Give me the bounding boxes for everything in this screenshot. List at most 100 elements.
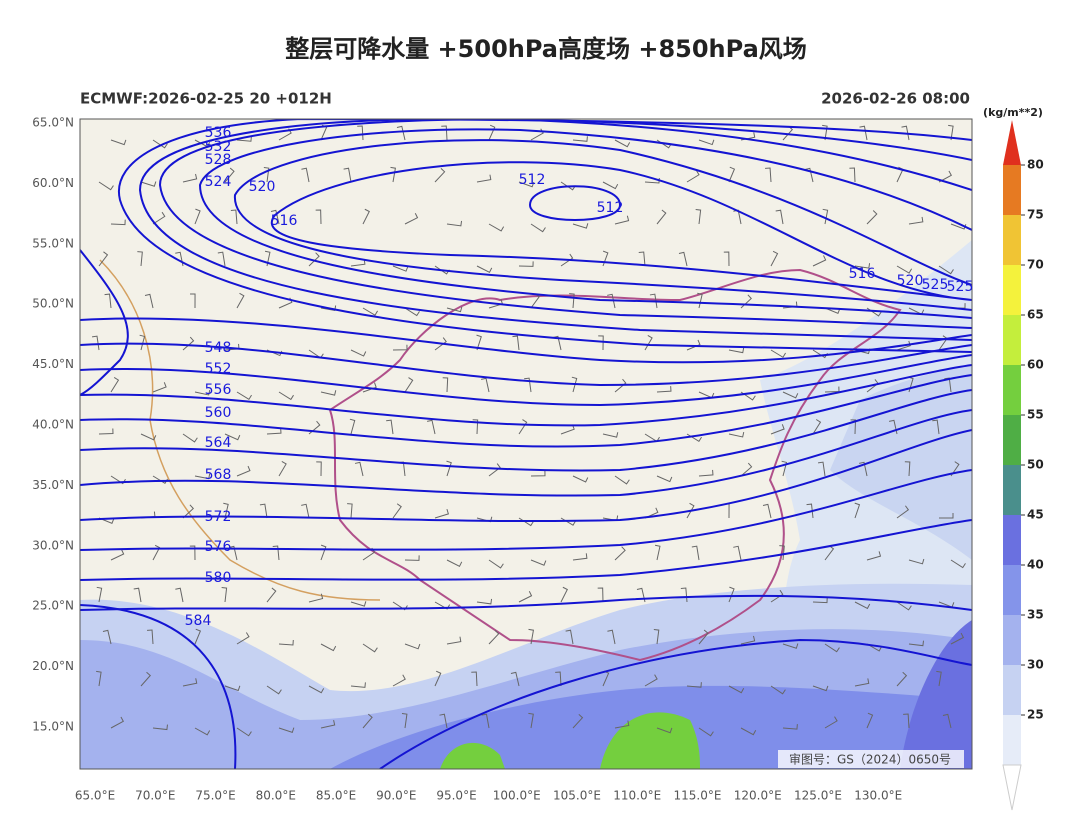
wind-barb: [740, 727, 757, 736]
wind-barb: [607, 293, 616, 309]
wind-barb: [571, 376, 578, 393]
wind-barb: [938, 170, 952, 183]
title: 整层可降水量 +500hPa高度场 +850hPa风场: [285, 35, 807, 63]
map-area: 审图号：GS（2024）0650号: [80, 119, 972, 769]
contour-label: 516: [849, 266, 876, 282]
wind-barb: [476, 334, 482, 351]
wind-barb: [866, 551, 882, 561]
contour-label: 552: [205, 361, 232, 377]
wind-barb: [824, 716, 838, 729]
wind-barb: [96, 670, 102, 687]
wind-barb: [824, 643, 840, 653]
colorbar-tick-label: 75: [1027, 208, 1044, 222]
colorbar-segment: [1003, 515, 1021, 565]
wind-barb: [446, 636, 462, 645]
wind-barb: [740, 635, 756, 645]
wind-barb: [572, 713, 584, 729]
wind-barb: [434, 670, 442, 687]
wind-barb: [392, 344, 408, 351]
wind-barb: [597, 587, 604, 603]
wind-barb: [854, 678, 870, 687]
wind-barb: [362, 307, 379, 316]
wind-barb: [362, 643, 378, 653]
wind-barb: [854, 502, 861, 519]
wind-barb: [221, 587, 228, 603]
wind-barb: [98, 251, 109, 267]
contour-line: [198, 128, 972, 319]
wind-barb: [320, 643, 337, 652]
lat-label: 45.0°N: [32, 357, 74, 371]
contour-label: 512: [597, 200, 624, 216]
colorbar-segment: [1003, 665, 1021, 715]
wind-barb: [110, 475, 126, 485]
wind-barb: [481, 377, 490, 393]
wind-barb: [194, 727, 211, 736]
wind-barb: [728, 166, 736, 183]
wind-barb: [152, 382, 167, 393]
contour-line: [80, 374, 972, 448]
wind-barb: [822, 124, 828, 141]
contour-line: [80, 317, 972, 364]
wind-barb: [944, 377, 952, 393]
wind-barb: [236, 465, 251, 477]
lon-label: 105.0°E: [553, 789, 601, 803]
wind-barb: [137, 251, 143, 267]
wind-barb: [512, 335, 520, 351]
wind-barb: [481, 713, 490, 729]
wind-barb: [644, 674, 658, 687]
wind-barb: [817, 461, 826, 477]
run-label: ECMWF:2026-02-25 20 +012H: [80, 90, 332, 108]
wind-barb: [427, 419, 436, 435]
wind-barb: [901, 125, 910, 141]
wind-barb: [728, 347, 745, 354]
wind-barb: [189, 545, 196, 561]
wind-barb: [488, 559, 504, 569]
contour-label: 525: [922, 277, 949, 293]
lon-label: 90.0°E: [376, 789, 416, 803]
wind-barb: [182, 173, 198, 183]
colorbar-segment: [1003, 165, 1021, 215]
wind-barb: [194, 473, 211, 480]
wind-barb: [908, 558, 925, 565]
wind-barb: [476, 265, 493, 273]
contour-label: 524: [205, 174, 232, 190]
wind-barb: [948, 124, 954, 141]
wind-barb: [404, 555, 420, 561]
colorbar: 25 30 35 40 45 50 55 60 65 70 75 80: [1002, 120, 1044, 811]
wind-barb: [392, 674, 406, 687]
contour-line: [80, 519, 972, 581]
wind-barb: [936, 670, 942, 687]
contour-label: 516: [271, 213, 298, 229]
contour-label: 584: [185, 613, 212, 629]
wind-barb: [224, 433, 241, 441]
contour-line: [80, 469, 972, 551]
contour-label: 560: [205, 405, 232, 421]
wind-barb: [733, 545, 742, 561]
contour-line: [80, 342, 972, 387]
wind-barb: [301, 503, 310, 519]
contour-label: 512: [519, 172, 546, 188]
wind-barb: [614, 720, 630, 729]
wind-barb: [347, 503, 353, 519]
wind-barb: [401, 712, 408, 729]
border: [99, 259, 381, 601]
wind-barb: [518, 419, 528, 435]
contour-line: [528, 185, 622, 221]
wind-barb: [301, 167, 310, 183]
wind-barb: [488, 630, 500, 645]
wind-barb: [263, 166, 270, 183]
wind-barb: [91, 335, 100, 351]
wind-barb: [728, 685, 745, 694]
contour-label: 528: [205, 152, 232, 168]
wind-barb: [866, 210, 878, 225]
contour-line: [270, 161, 972, 301]
wind-barb: [102, 629, 112, 645]
wind-barb: [390, 166, 396, 183]
wind-barb: [528, 712, 534, 729]
contour-line: [80, 604, 237, 769]
wind-barb: [190, 293, 196, 309]
wind-barb: [182, 433, 198, 443]
wind-barb: [392, 503, 402, 519]
lat-label: 40.0°N: [32, 418, 74, 432]
wind-barb: [806, 503, 814, 519]
